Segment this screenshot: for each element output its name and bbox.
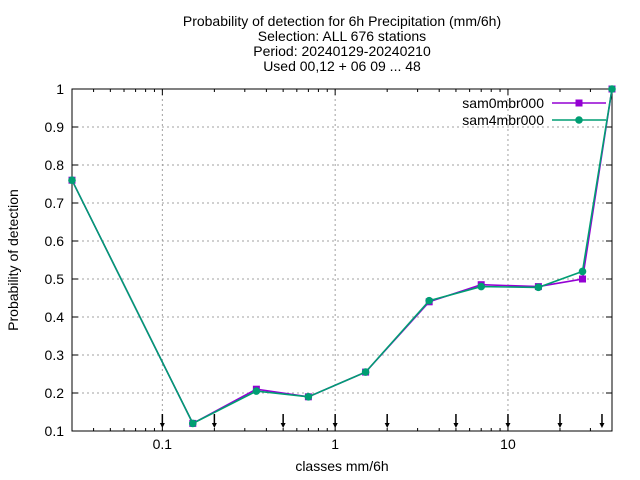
x-tick-label: 1: [331, 436, 339, 452]
title-line: Selection: ALL 676 stations: [258, 28, 426, 44]
threshold-marker-head: [505, 423, 511, 428]
threshold-marker-head: [332, 423, 338, 428]
series-line: [71, 88, 613, 425]
data-point: [68, 176, 76, 184]
y-tick-label: 0.4: [45, 309, 65, 325]
data-point: [361, 368, 370, 376]
data-point: [425, 296, 433, 305]
data-point: [534, 283, 543, 292]
x-axis-label: classes mm/6h: [295, 458, 388, 474]
threshold-marker-head: [557, 423, 563, 428]
y-tick-label: 0.3: [45, 347, 65, 363]
legend-label: sam4mbr000: [462, 112, 544, 128]
data-point: [575, 99, 583, 107]
title-line: Period: 20240129-20240210: [253, 43, 431, 59]
threshold-markers: [159, 414, 605, 428]
threshold-marker-head: [599, 423, 605, 428]
x-tick-label: 0.1: [153, 436, 173, 452]
data-point: [575, 116, 583, 124]
x-tick-label: 10: [500, 436, 516, 452]
series-sam4mbr000: [68, 85, 616, 428]
data-point: [188, 419, 197, 428]
y-axis: 0.1 0.2 0.3 0.4 0.5 0.6 0.7 0.8 0.9 1: [45, 81, 612, 439]
series-sam0mbr000: [68, 85, 616, 427]
threshold-marker-head: [211, 423, 217, 428]
data-point: [578, 267, 587, 276]
y-tick-label: 0.9: [45, 119, 65, 135]
data-point: [579, 275, 587, 283]
grid: [72, 89, 612, 431]
data-point: [304, 393, 313, 401]
y-tick-label: 0.8: [45, 157, 65, 173]
legend-label: sam0mbr000: [462, 95, 544, 111]
title-line: Used 00,12 + 06 09 ... 48: [263, 58, 421, 74]
chart-title: Probability of detection for 6h Precipit…: [183, 13, 501, 74]
y-tick-label: 1: [56, 81, 64, 97]
threshold-marker-head: [280, 423, 286, 428]
data-point: [477, 282, 485, 291]
y-tick-label: 0.6: [45, 233, 65, 249]
data-point: [608, 85, 616, 93]
plot-frame: [71, 88, 613, 432]
y-tick-label: 0.1: [45, 423, 65, 439]
y-tick-label: 0.5: [45, 271, 65, 287]
threshold-marker-head: [159, 423, 165, 428]
data-point: [252, 387, 261, 395]
series: [68, 85, 616, 428]
threshold-marker-head: [384, 423, 390, 428]
y-tick-label: 0.2: [45, 385, 65, 401]
x-axis: 0.1 1 10: [71, 89, 613, 452]
series-line: [71, 88, 613, 425]
title-line: Probability of detection for 6h Precipit…: [183, 13, 501, 29]
threshold-marker-head: [453, 423, 459, 428]
y-tick-label: 0.7: [45, 195, 65, 211]
y-axis-label: Probability of detection: [5, 189, 21, 331]
